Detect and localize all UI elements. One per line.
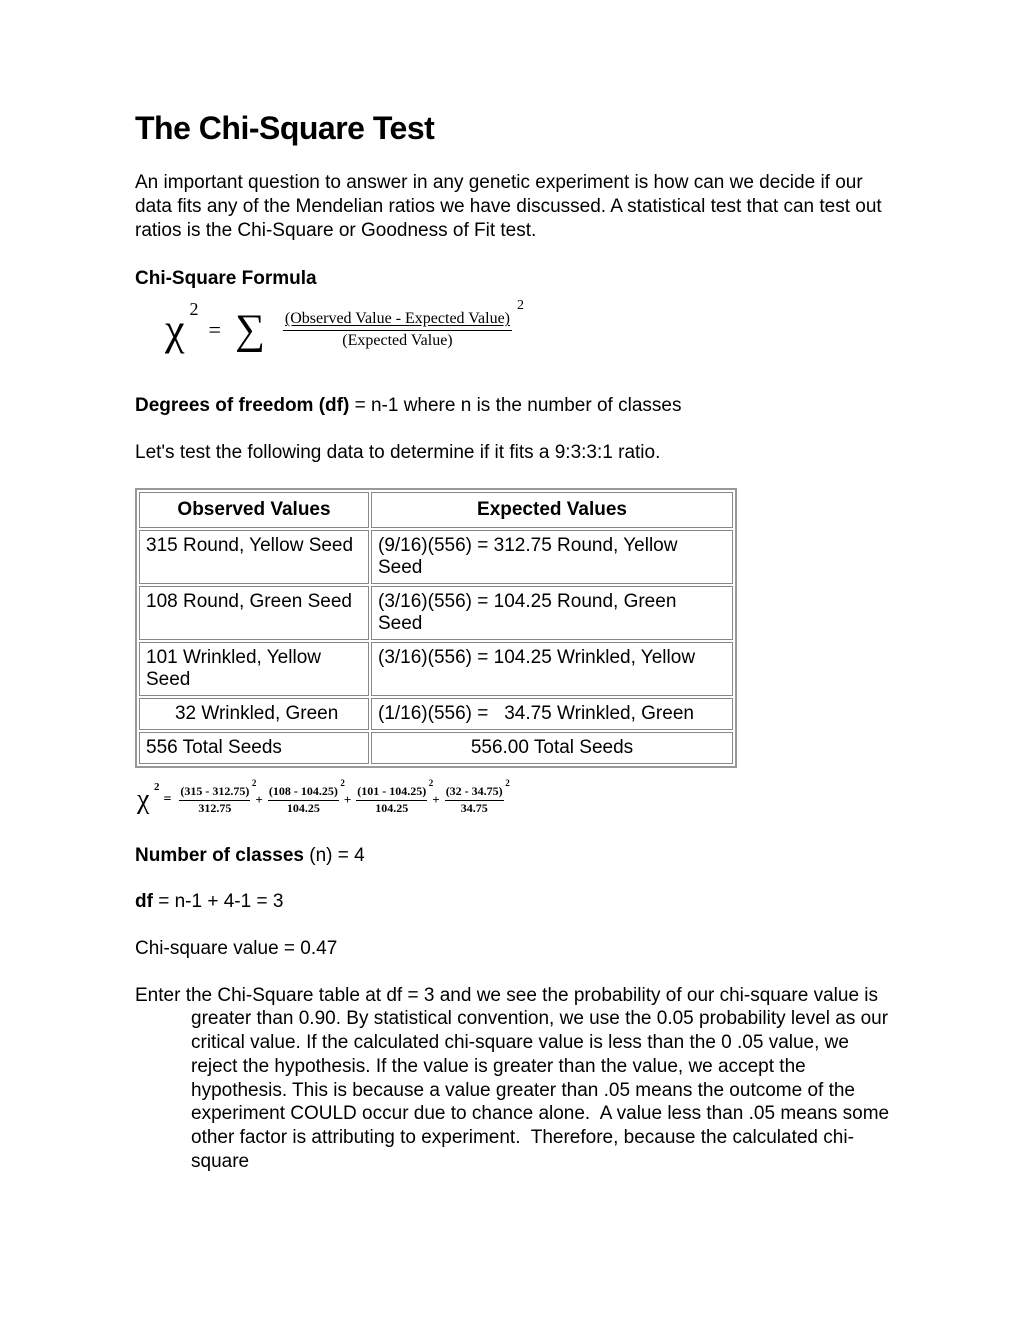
calc-sup: 2 <box>505 778 510 788</box>
equals-sign: = <box>209 317 221 343</box>
td-total-obs: 556 Total Seeds <box>139 732 369 764</box>
intro-paragraph: An important question to answer in any g… <box>135 171 890 242</box>
formula-heading: Chi-Square Formula <box>135 268 890 290</box>
observed-expected-table: Observed Values Expected Values 315 Roun… <box>135 488 737 768</box>
chi-superscript: 2 <box>190 300 199 318</box>
td-expected: (3/16)(556) = 104.25 Wrinkled, Yellow <box>371 642 733 696</box>
df-definition: Degrees of freedom (df) = n-1 where n is… <box>135 394 890 419</box>
df-calc: df = n-1 + 4-1 = 3 <box>135 890 890 915</box>
calc-denominator: 104.25 <box>375 801 408 816</box>
calc-numerator: (101 - 104.25) <box>356 784 427 801</box>
formula-outer-sup: 2 <box>517 298 524 314</box>
calc-denominator: 34.75 <box>461 801 488 816</box>
calc-numerator: (32 - 34.75) <box>445 784 504 801</box>
chi-square-formula: χ 2 = ∑ (Observed Value - Expected Value… <box>165 308 890 352</box>
df-label: Degrees of freedom (df) <box>135 395 349 416</box>
df-text: = n-1 where n is the number of classes <box>349 395 681 416</box>
page-title: The Chi-Square Test <box>135 110 890 147</box>
nclasses-label: Number of classes <box>135 845 304 866</box>
nclasses-text: (n) = 4 <box>304 845 365 866</box>
explanation-paragraph: Enter the Chi-Square table at df = 3 and… <box>135 984 890 1174</box>
chi-symbol: χ 2 <box>165 308 185 352</box>
table-row: 315 Round, Yellow Seed (9/16)(556) = 312… <box>139 530 733 584</box>
dfcalc-text: = n-1 + 4-1 = 3 <box>153 891 283 912</box>
calc-denominator: 104.25 <box>287 801 320 816</box>
td-expected: (3/16)(556) = 104.25 Round, Green Seed <box>371 586 733 640</box>
formula-denominator: (Expected Value) <box>342 331 452 350</box>
calc-sup: 2 <box>252 778 257 788</box>
calc-term: (108 - 104.25) 104.25 2 <box>268 784 339 816</box>
number-of-classes: Number of classes (n) = 4 <box>135 844 890 869</box>
td-total-exp: 556.00 Total Seeds <box>371 732 733 764</box>
plus-sign: + <box>255 792 262 808</box>
td-expected: (9/16)(556) = 312.75 Round, Yellow Seed <box>371 530 733 584</box>
chi-glyph: χ <box>165 305 185 354</box>
calc-term: (32 - 34.75) 34.75 2 <box>445 784 504 816</box>
lets-test-text: Let's test the following data to determi… <box>135 441 890 466</box>
table-total-row: 556 Total Seeds 556.00 Total Seeds <box>139 732 733 764</box>
th-expected: Expected Values <box>371 492 733 528</box>
plus-sign: + <box>432 792 439 808</box>
td-expected: (1/16)(556) = 34.75 Wrinkled, Green <box>371 698 733 730</box>
calc-term: (101 - 104.25) 104.25 2 <box>356 784 427 816</box>
td-observed: 108 Round, Green Seed <box>139 586 369 640</box>
chi-value: Chi-square value = 0.47 <box>135 937 890 962</box>
table-row: 101 Wrinkled, Yellow Seed (3/16)(556) = … <box>139 642 733 696</box>
calc-sup: 2 <box>340 778 345 788</box>
chi-glyph: χ <box>137 784 149 815</box>
td-observed: 32 Wrinkled, Green <box>139 698 369 730</box>
chi-sup-small: 2 <box>154 782 160 793</box>
table-row: 32 Wrinkled, Green (1/16)(556) = 34.75 W… <box>139 698 733 730</box>
formula-numerator: (Observed Value - Expected Value) <box>283 310 512 331</box>
plus-sign: + <box>344 792 351 808</box>
formula-fraction: (Observed Value - Expected Value) (Expec… <box>283 310 512 350</box>
th-observed: Observed Values <box>139 492 369 528</box>
equals-sign: = <box>163 792 171 808</box>
chi-symbol-small: χ 2 <box>137 786 149 814</box>
sigma-symbol: ∑ <box>235 309 265 351</box>
calc-sup: 2 <box>429 778 434 788</box>
table-row: 108 Round, Green Seed (3/16)(556) = 104.… <box>139 586 733 640</box>
dfcalc-label: df <box>135 891 153 912</box>
table-header-row: Observed Values Expected Values <box>139 492 733 528</box>
calc-numerator: (108 - 104.25) <box>268 784 339 801</box>
calc-term: (315 - 312.75) 312.75 2 <box>179 784 250 816</box>
td-observed: 101 Wrinkled, Yellow Seed <box>139 642 369 696</box>
chi-square-calculation: χ 2 = (315 - 312.75) 312.75 2 + (108 - 1… <box>137 784 890 816</box>
calc-numerator: (315 - 312.75) <box>179 784 250 801</box>
td-observed: 315 Round, Yellow Seed <box>139 530 369 584</box>
document-page: The Chi-Square Test An important questio… <box>0 0 1020 1214</box>
calc-denominator: 312.75 <box>198 801 231 816</box>
